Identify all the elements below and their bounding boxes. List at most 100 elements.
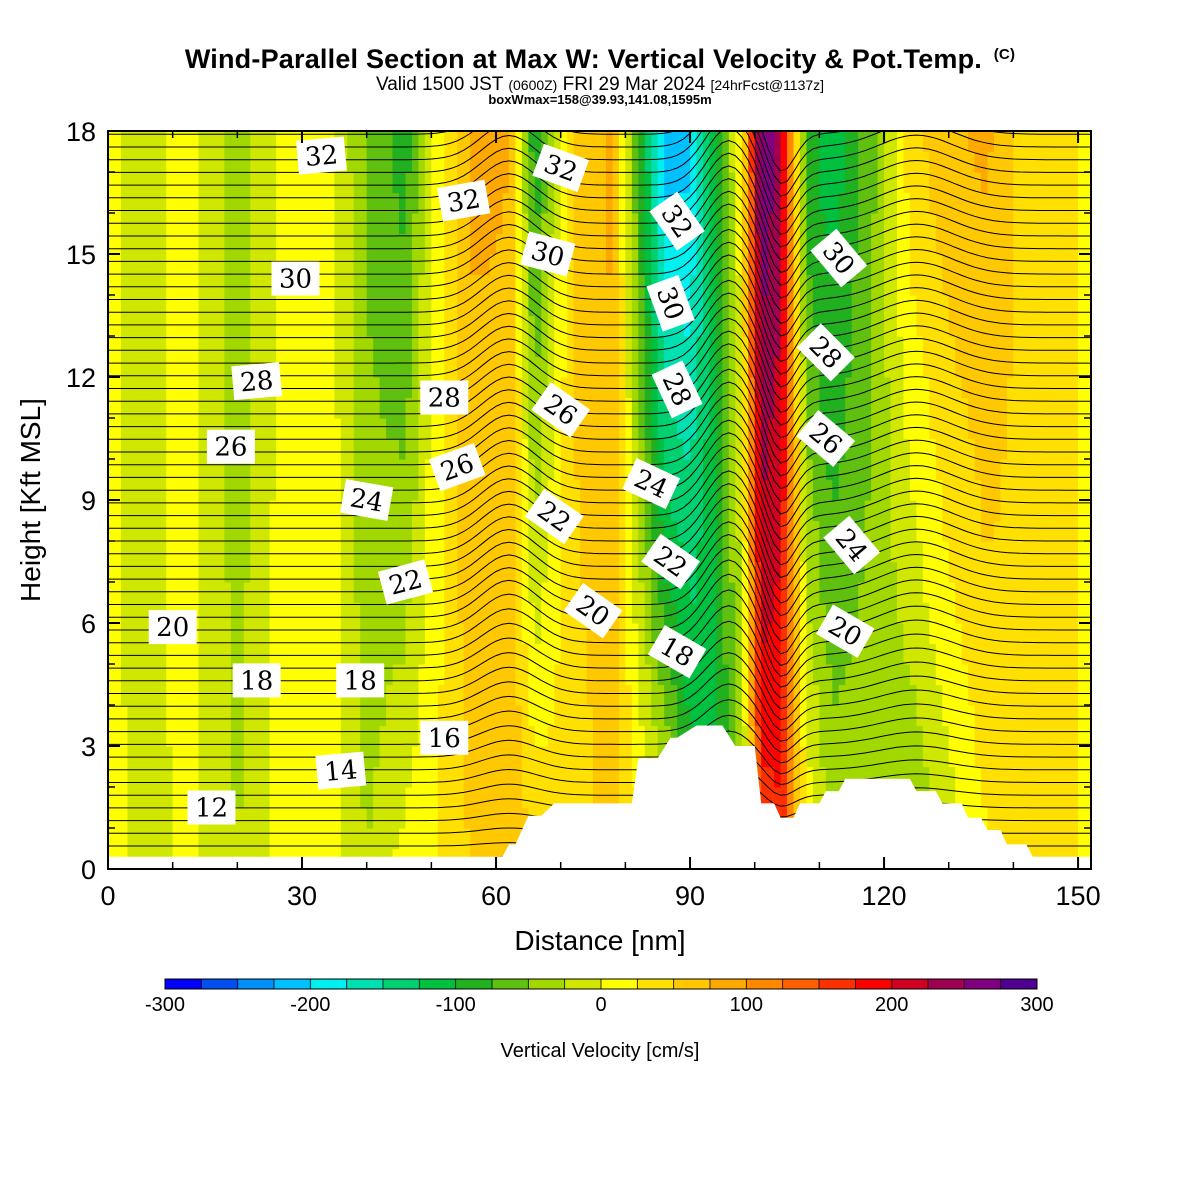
velocity-cell <box>217 623 226 645</box>
velocity-cell <box>211 664 219 686</box>
velocity-cell <box>405 623 413 645</box>
velocity-cell <box>981 623 989 645</box>
velocity-cell <box>825 684 833 706</box>
velocity-cell <box>599 233 607 255</box>
velocity-cell <box>806 664 814 686</box>
velocity-cell <box>476 377 484 399</box>
velocity-cell <box>205 746 213 768</box>
velocity-cell <box>690 356 698 378</box>
velocity-cell <box>981 746 989 768</box>
velocity-cell <box>955 643 963 665</box>
velocity-cell <box>903 459 911 481</box>
velocity-cell <box>114 602 122 624</box>
velocity-cell <box>787 233 795 255</box>
velocity-cell <box>327 520 335 542</box>
velocity-cell <box>347 254 355 276</box>
velocity-cell <box>605 582 614 604</box>
velocity-cell <box>392 541 400 563</box>
velocity-cell <box>935 418 943 440</box>
velocity-cell <box>599 151 607 173</box>
velocity-cell <box>321 274 329 296</box>
velocity-cell <box>787 295 795 317</box>
velocity-cell <box>269 131 277 153</box>
velocity-cell <box>825 295 833 317</box>
velocity-cell <box>237 705 245 727</box>
velocity-cell <box>948 705 956 727</box>
velocity-cell <box>327 315 335 337</box>
velocity-cell <box>864 664 872 686</box>
velocity-cell <box>638 705 646 727</box>
velocity-cell <box>664 705 672 727</box>
velocity-cell <box>127 192 135 214</box>
velocity-cell <box>890 172 898 194</box>
velocity-cell <box>690 192 698 214</box>
velocity-cell <box>942 356 950 378</box>
velocity-cell <box>709 356 717 378</box>
velocity-cell <box>405 172 413 194</box>
velocity-cell <box>502 541 510 563</box>
velocity-cell <box>987 561 995 583</box>
velocity-cell <box>864 500 872 522</box>
velocity-cell <box>476 561 484 583</box>
velocity-cell <box>981 500 989 522</box>
velocity-cell <box>230 151 238 173</box>
velocity-cell <box>567 356 575 378</box>
velocity-cell <box>702 356 711 378</box>
velocity-cell <box>560 561 568 583</box>
velocity-cell <box>347 787 355 809</box>
velocity-cell <box>133 254 141 276</box>
velocity-cell <box>444 315 452 337</box>
velocity-cell <box>302 192 310 214</box>
velocity-cell <box>153 438 161 460</box>
velocity-cell <box>508 582 517 604</box>
velocity-cell <box>974 274 982 296</box>
velocity-cell <box>625 315 633 337</box>
velocity-cell <box>237 602 245 624</box>
velocity-cell <box>696 705 704 727</box>
velocity-cell <box>450 356 458 378</box>
velocity-cell <box>347 438 355 460</box>
velocity-cell <box>625 233 633 255</box>
velocity-cell <box>508 705 517 727</box>
velocity-cell <box>651 397 659 419</box>
velocity-cell <box>386 500 394 522</box>
velocity-cell <box>250 828 258 850</box>
velocity-cell <box>871 151 879 173</box>
velocity-cell <box>437 418 445 440</box>
velocity-cell <box>741 479 749 501</box>
velocity-cell <box>955 233 963 255</box>
velocity-cell <box>806 725 814 747</box>
velocity-cell <box>353 807 361 829</box>
velocity-cell <box>159 520 167 542</box>
velocity-cell <box>159 274 167 296</box>
velocity-cell <box>560 213 568 235</box>
velocity-cell <box>353 315 361 337</box>
velocity-cell <box>677 172 685 194</box>
velocity-cell <box>269 151 277 173</box>
velocity-cell <box>172 807 180 829</box>
velocity-cell <box>780 725 788 747</box>
velocity-cell <box>295 418 303 440</box>
velocity-cell <box>276 582 284 604</box>
velocity-cell <box>269 725 277 747</box>
velocity-cell <box>871 705 879 727</box>
velocity-cell <box>437 295 445 317</box>
velocity-cell <box>282 602 290 624</box>
velocity-cell <box>993 520 1002 542</box>
velocity-cell <box>230 233 238 255</box>
velocity-cell <box>431 561 439 583</box>
velocity-cell <box>618 787 626 809</box>
velocity-cell <box>424 192 432 214</box>
velocity-cell <box>431 172 439 194</box>
velocity-cell <box>909 561 917 583</box>
velocity-cell <box>845 684 853 706</box>
velocity-cell <box>922 131 930 153</box>
velocity-cell <box>922 356 930 378</box>
velocity-cell <box>308 520 316 542</box>
velocity-cell <box>127 828 135 850</box>
velocity-cell <box>871 233 879 255</box>
velocity-cell <box>159 418 167 440</box>
velocity-cell <box>955 705 963 727</box>
velocity-cell <box>411 643 420 665</box>
velocity-cell <box>541 192 549 214</box>
